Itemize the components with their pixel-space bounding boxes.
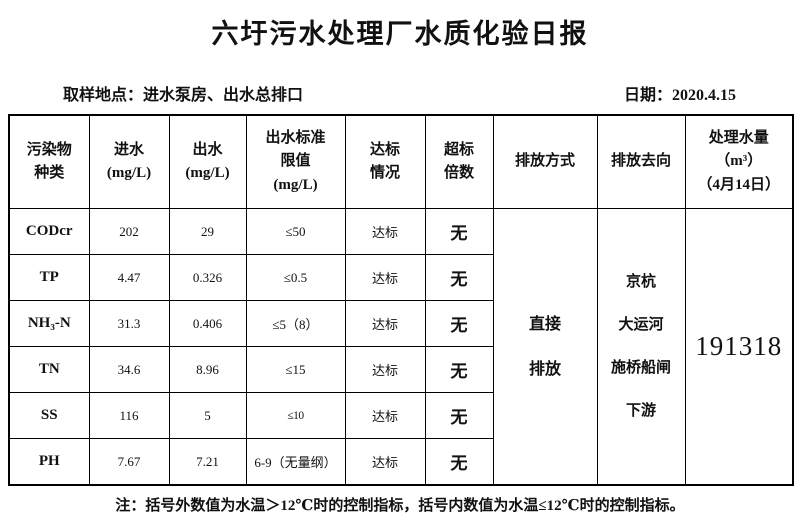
cell-exceed: 无	[424, 438, 494, 486]
cell-limit: ≤15	[245, 346, 346, 393]
cell-limit: ≤50	[245, 208, 346, 255]
cell-exceed: 无	[424, 300, 494, 347]
cell-inflow: 34.6	[88, 346, 170, 393]
header-limit: 出水标准 限值 (mg/L)	[245, 114, 346, 209]
cell-outflow: 0.326	[168, 254, 247, 301]
cell-outflow: 5	[168, 392, 247, 439]
cell-pollutant: TP	[8, 254, 90, 301]
table-row: PH 7.67 7.21 6-9（无量纲） 达标 无	[8, 438, 793, 486]
cell-pollutant: NH₃-N	[8, 300, 90, 347]
cell-status: 达标	[344, 392, 426, 439]
cell-volume: 191318	[684, 208, 794, 486]
cell-inflow: 7.67	[88, 438, 170, 486]
cell-exceed: 无	[424, 254, 494, 301]
header-discharge-destination: 排放去向	[596, 114, 686, 209]
header-volume: 处理水量 （m³） （4月14日）	[684, 114, 794, 209]
cell-outflow: 8.96	[168, 346, 247, 393]
header-inflow: 进水 (mg/L)	[88, 114, 170, 209]
subheader: 取样地点：进水泵房、出水总排口 日期：2020.4.15	[0, 81, 800, 105]
sampling-point-label: 取样地点：进水泵房、出水总排口	[63, 87, 304, 104]
table-row: NH₃-N 31.3 0.406 ≤5（8） 达标 无	[8, 300, 793, 347]
table-row: SS 116 5 ≤10 达标 无	[8, 392, 793, 439]
cell-exceed: 无	[424, 208, 494, 255]
cell-status: 达标	[344, 346, 426, 393]
cell-limit: ≤0.5	[245, 254, 346, 301]
cell-exceed: 无	[424, 392, 494, 439]
cell-status: 达标	[344, 208, 426, 255]
cell-inflow: 202	[88, 208, 170, 255]
header-outflow: 出水 (mg/L)	[168, 114, 247, 209]
water-quality-table: 污染物 种类 进水 (mg/L) 出水 (mg/L) 出水标准 限值 (mg/L…	[8, 114, 794, 486]
cell-status: 达标	[344, 300, 426, 347]
cell-inflow: 31.3	[88, 300, 170, 347]
cell-discharge-mode: 直接 排放	[492, 208, 598, 486]
table-row: TP 4.47 0.326 ≤0.5 达标 无	[8, 254, 793, 301]
header-status: 达标 情况	[344, 114, 426, 209]
cell-pollutant: SS	[8, 392, 90, 439]
cell-limit: ≤10	[245, 392, 346, 439]
header-discharge-mode: 排放方式	[492, 114, 598, 209]
header-row: 污染物 种类 进水 (mg/L) 出水 (mg/L) 出水标准 限值 (mg/L…	[8, 114, 794, 209]
cell-outflow: 29	[168, 208, 247, 255]
cell-status: 达标	[344, 438, 426, 486]
cell-inflow: 4.47	[88, 254, 170, 301]
cell-inflow: 116	[88, 392, 170, 439]
cell-pollutant: PH	[8, 438, 90, 486]
page-title: 六圩污水处理厂水质化验日报	[211, 19, 589, 49]
report-date-label: 日期：2020.4.15	[623, 87, 736, 104]
header-exceed: 超标 倍数	[424, 114, 494, 209]
footnote: 注：括号外数值为水温＞12℃时的控制指标，括号内数值为水温≤12℃时的控制指标。	[115, 498, 685, 514]
cell-discharge-destination: 京杭 大运河 施桥船闸 下游	[596, 208, 686, 486]
header-pollutant: 污染物 种类	[8, 114, 90, 209]
cell-outflow: 7.21	[168, 438, 247, 486]
cell-outflow: 0.406	[168, 300, 247, 347]
cell-status: 达标	[344, 254, 426, 301]
table-row: TN 34.6 8.96 ≤15 达标 无	[8, 346, 793, 393]
cell-limit: 6-9（无量纲）	[245, 438, 346, 486]
cell-pollutant: TN	[8, 346, 90, 393]
cell-limit: ≤5（8）	[245, 300, 346, 347]
cell-pollutant: CODcr	[8, 208, 90, 255]
cell-exceed: 无	[424, 346, 494, 393]
table-row: CODcr 202 29 ≤50 达标 无 直接 排放 京杭 大运河 施桥船闸 …	[8, 208, 794, 486]
